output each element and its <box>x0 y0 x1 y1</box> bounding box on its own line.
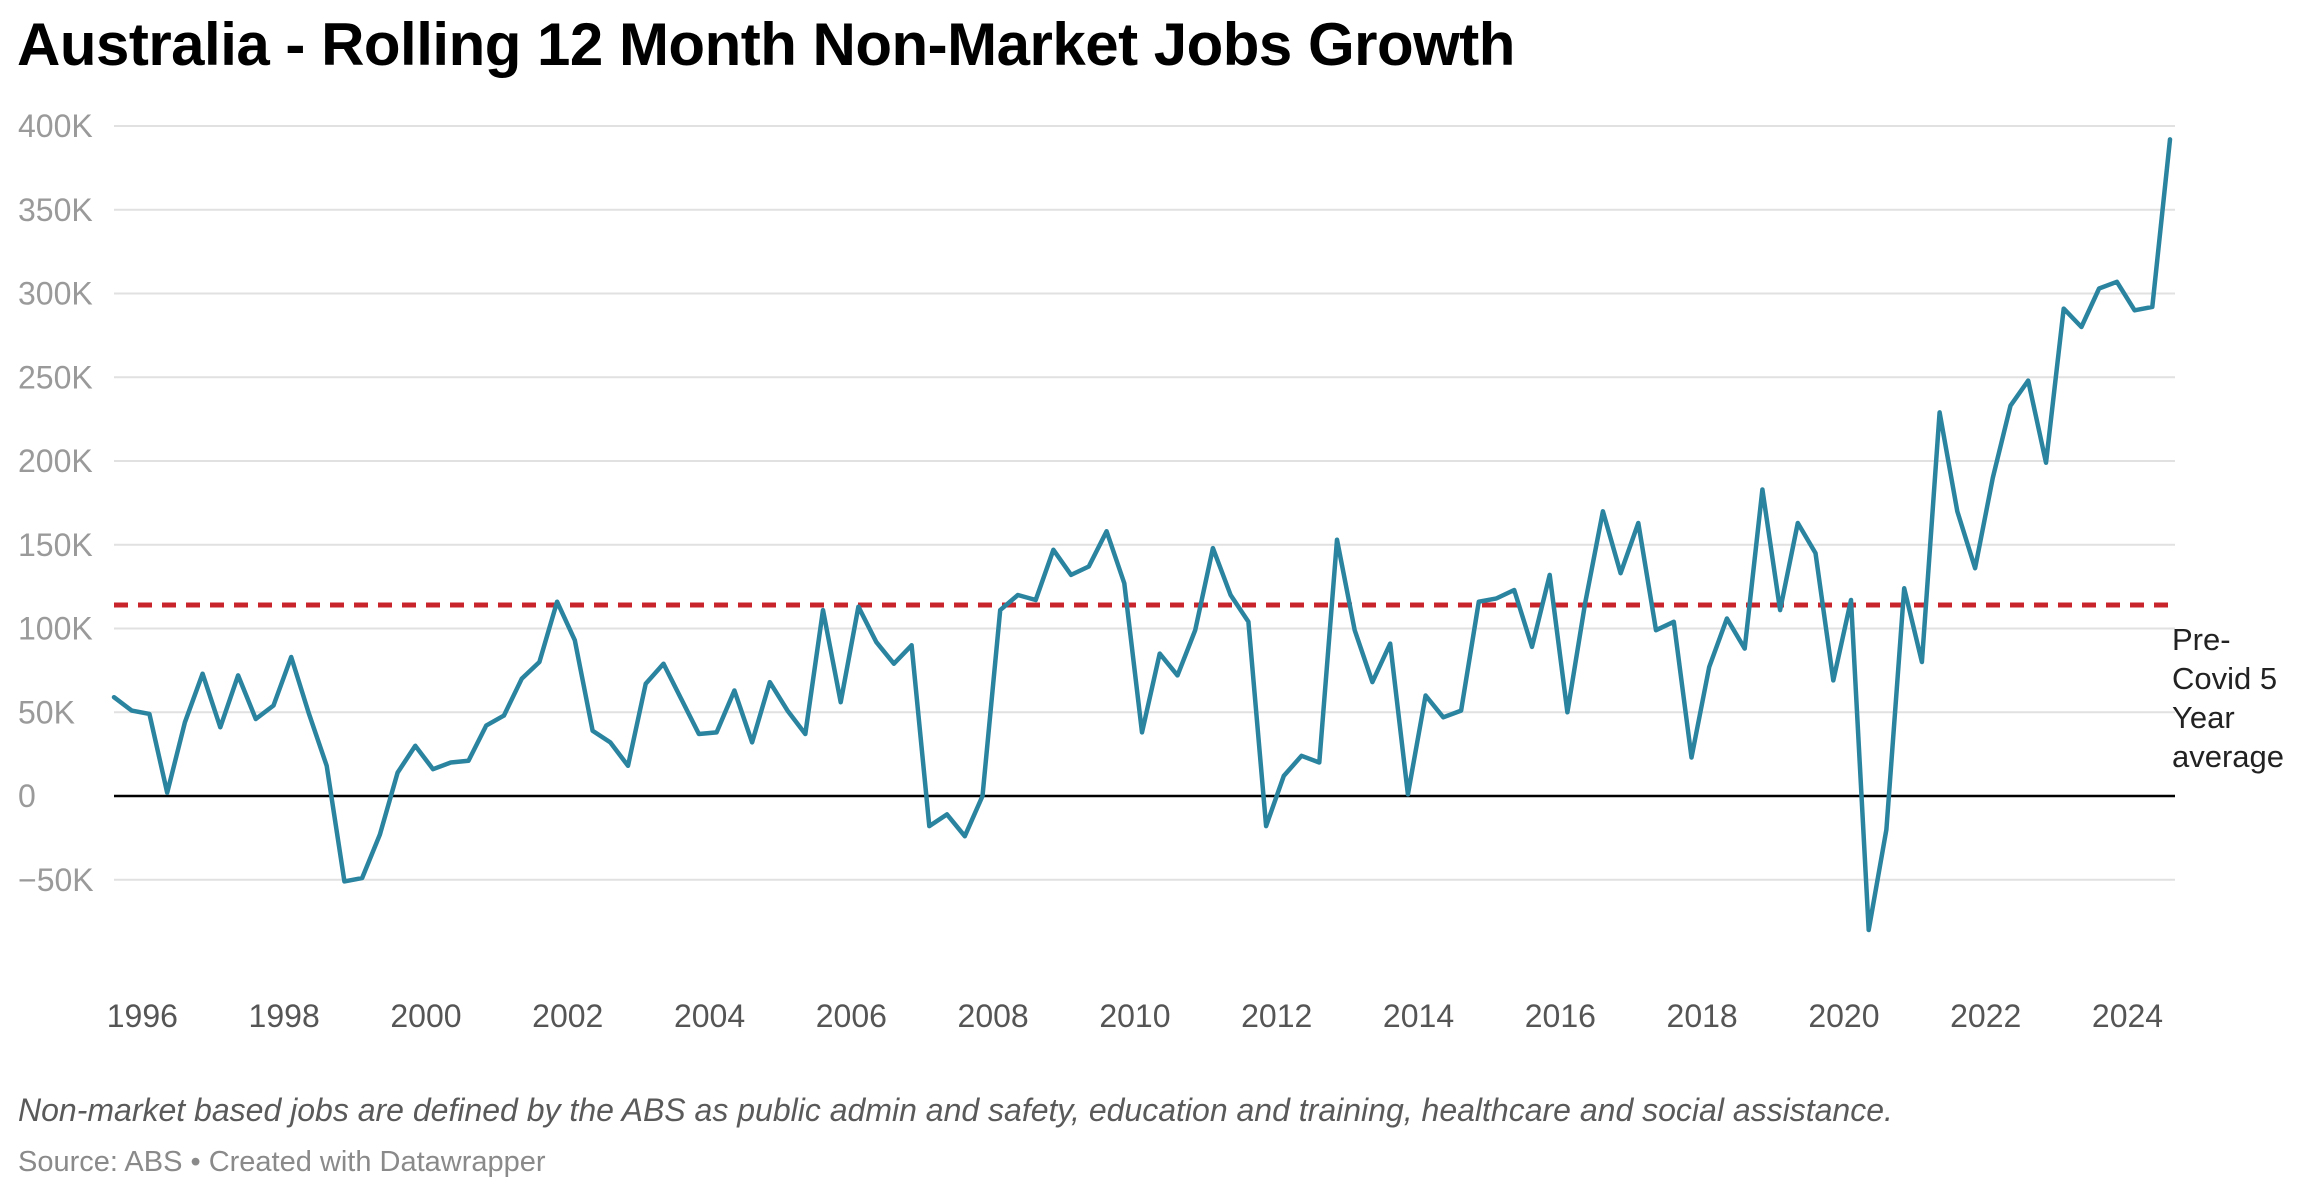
x-tick-label: 2016 <box>1525 998 1596 1034</box>
gridlines <box>114 125 2175 881</box>
x-tick-label: 2014 <box>1383 998 1454 1034</box>
y-tick-label: 0 <box>18 778 36 814</box>
y-tick-label: −50K <box>18 862 94 898</box>
x-tick-label: 2004 <box>674 998 745 1034</box>
reference-line-group: Pre-Covid 5 Year average <box>114 602 2284 774</box>
y-tick-label: 400K <box>18 108 93 144</box>
chart-source: Source: ABS • Created with Datawrapper <box>18 1146 546 1178</box>
x-tick-label: 2020 <box>1808 998 1879 1034</box>
y-axis-ticks: 400K 350K 300K 250K 200K 150K 100K 50K 0 −50K <box>18 108 94 898</box>
series-line <box>111 137 2173 933</box>
y-tick-label: 100K <box>18 611 93 647</box>
y-tick-label: 150K <box>18 527 93 563</box>
x-tick-label: 1996 <box>107 998 178 1034</box>
x-tick-label: 2022 <box>1950 998 2021 1034</box>
x-tick-label: 2000 <box>390 998 461 1034</box>
x-tick-label: 2006 <box>816 998 887 1034</box>
y-tick-label: 50K <box>18 694 75 730</box>
y-tick-label: 200K <box>18 443 93 479</box>
x-tick-label: 2008 <box>958 998 1029 1034</box>
y-tick-label: 300K <box>18 276 93 312</box>
x-tick-label: 2024 <box>2092 998 2163 1034</box>
x-tick-label: 1998 <box>249 998 320 1034</box>
x-tick-label: 2002 <box>532 998 603 1034</box>
series-group <box>111 137 2173 933</box>
x-tick-label: 2018 <box>1667 998 1738 1034</box>
chart-note: Non-market based jobs are defined by the… <box>18 1092 1893 1128</box>
x-axis-ticks: 1996 1998 2000 2002 2004 2006 2008 2010 2012 2014… <box>107 998 2163 1034</box>
reference-line-label: Pre-Covid 5 Year average <box>2172 622 2284 774</box>
x-tick-label: 2010 <box>1099 998 1170 1034</box>
chart-title: Australia - Rolling 12 Month Non-Market … <box>17 11 1515 78</box>
y-tick-label: 350K <box>18 192 93 228</box>
x-tick-label: 2012 <box>1241 998 1312 1034</box>
y-tick-label: 250K <box>18 359 93 395</box>
